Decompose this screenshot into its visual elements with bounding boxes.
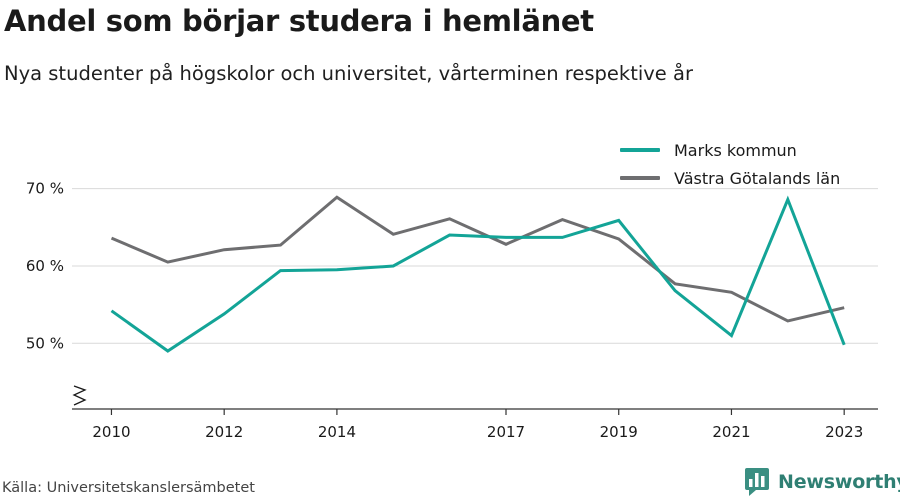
x-tick-label: 2017: [487, 423, 525, 441]
y-tick-label: 50 %: [26, 334, 64, 352]
brand-name: Newsworthy: [778, 471, 900, 493]
legend-item-marks: Marks kommun: [620, 136, 840, 164]
legend-label-vastra: Västra Götalands län: [674, 168, 841, 188]
x-tick-label: 2010: [92, 423, 130, 441]
x-tick-label: 2014: [318, 423, 356, 441]
axis-break-icon: [72, 385, 87, 406]
y-tick-label: 60 %: [26, 257, 64, 275]
x-axis: 2010 2012 2014 2017 2019 2021 2023: [72, 408, 878, 441]
legend: Marks kommun Västra Götalands län: [620, 136, 840, 192]
series-line-marks: [110, 195, 846, 353]
legend-item-vastra: Västra Götalands län: [620, 164, 840, 192]
axis-break-mark: [72, 385, 87, 406]
bar-chart-logo-icon: [745, 468, 769, 496]
series-line-vastra: [110, 195, 845, 323]
x-tick-label: 2019: [600, 423, 638, 441]
x-tick-label: 2012: [205, 423, 243, 441]
series-lines: [110, 195, 846, 353]
legend-label-marks: Marks kommun: [674, 140, 797, 160]
x-tick-label: 2021: [712, 423, 750, 441]
source-note: Källa: Universitetskanslersämbetet: [2, 480, 255, 496]
grid-lines: [72, 188, 878, 344]
y-tick-label: 70 %: [26, 180, 64, 198]
chart-subtitle: Nya studenter på högskolor och universit…: [4, 62, 693, 85]
legend-swatch-marks: [620, 148, 660, 152]
chart-title: Andel som börjar studera i hemlänet: [4, 4, 594, 38]
y-axis-labels: 50 % 60 % 70 %: [26, 180, 64, 353]
x-tick-label: 2023: [825, 423, 863, 441]
legend-swatch-vastra: [620, 176, 660, 180]
brand-logo[interactable]: Newsworthy: [744, 467, 900, 497]
